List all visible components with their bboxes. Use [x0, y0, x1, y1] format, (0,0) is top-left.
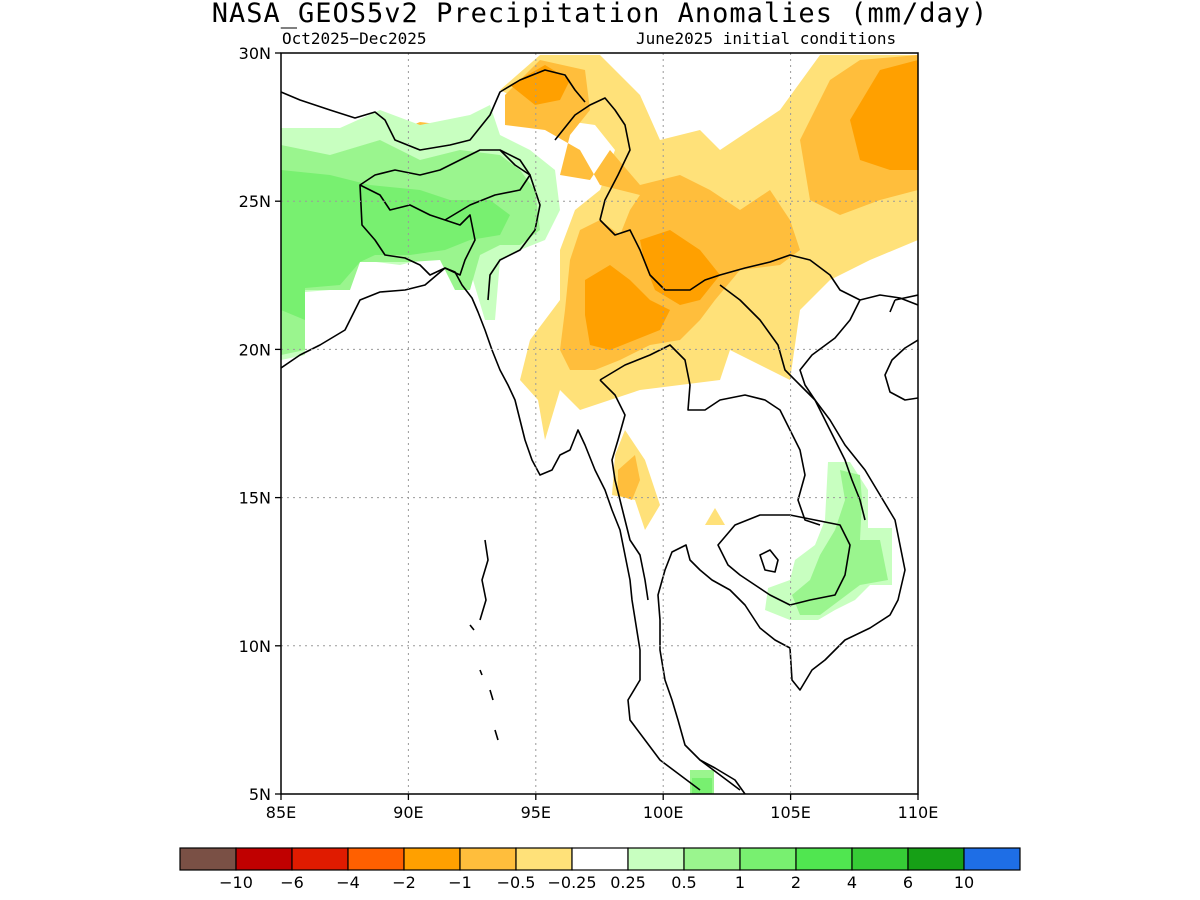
colorbar-label: 0.5 — [671, 873, 696, 892]
lat-tick-label: 30N — [239, 44, 271, 63]
colorbar-label: 0.25 — [610, 873, 646, 892]
lon-tick-label: 90E — [393, 803, 423, 822]
colorbar: −10 −6 −4 −2 −1 −0.5 −0.25 0.25 0.5 1 2 4 6 10 — [179, 847, 1021, 892]
colorbar-label: 6 — [903, 873, 913, 892]
dry-anomaly-strong-ne — [850, 60, 918, 170]
coastlines-borders — [281, 69, 918, 794]
colorbar-swatch — [179, 847, 237, 871]
anomaly-shading — [281, 55, 918, 794]
lon-tick-label: 110E — [898, 803, 939, 822]
forecast-period: Oct2025−Dec2025 — [282, 29, 427, 48]
colorbar-label: 10 — [954, 873, 974, 892]
colorbar-swatch — [291, 847, 349, 871]
colorbar-swatch — [347, 847, 405, 871]
colorbar-swatch — [515, 847, 573, 871]
border-cambodia — [717, 514, 851, 606]
colorbar-label: −0.25 — [547, 873, 596, 892]
lat-tick-label: 25N — [239, 192, 271, 211]
lat-tick-label: 15N — [239, 489, 271, 508]
border-india-myanmar — [487, 149, 541, 301]
colorbar-label: −10 — [219, 873, 253, 892]
dry-anomaly-strong-2 — [640, 230, 720, 305]
dry-anomaly-strong-n — [510, 65, 570, 105]
colorbar-label: 4 — [847, 873, 857, 892]
lon-tick-label: 100E — [643, 803, 684, 822]
dry-anomaly-strong — [585, 265, 670, 350]
border-myanmar-china — [554, 97, 631, 221]
dry-anomaly-weak-c — [705, 508, 725, 525]
dry-anomaly-moderate-s — [618, 455, 640, 500]
colorbar-label: −1 — [448, 873, 472, 892]
figure-title: NASA_GEOS5v2 Precipitation Anomalies (mm… — [211, 0, 989, 29]
border-himalaya — [281, 69, 586, 151]
colorbar-swatch — [403, 847, 461, 871]
wet-anomaly-strong — [281, 170, 510, 320]
border-ne-india — [359, 149, 531, 221]
coastline-west — [281, 267, 701, 791]
graticule — [281, 53, 918, 794]
colorbar-swatch — [851, 847, 909, 871]
coastline-malay-east — [699, 759, 741, 791]
border-myanmar-thailand — [599, 379, 649, 601]
colorbar-swatch — [459, 847, 517, 871]
colorbar-label: −2 — [392, 873, 416, 892]
map-frame — [280, 52, 919, 795]
colorbar-swatch — [739, 847, 797, 871]
colorbar-swatch — [235, 847, 293, 871]
dry-anomaly-moderate — [505, 60, 800, 370]
colorbar-swatch — [627, 847, 685, 871]
lat-tick-label: 10N — [239, 637, 271, 656]
border-bangladesh — [359, 184, 476, 276]
hainan-island — [889, 294, 918, 313]
coastline-indochina — [657, 294, 918, 794]
colorbar-label: −4 — [336, 873, 360, 892]
colorbar-label: −6 — [280, 873, 304, 892]
nicobar-islands — [479, 669, 499, 741]
colorbar-label: 1 — [735, 873, 745, 892]
lon-tick-label: 95E — [521, 803, 551, 822]
colorbar-swatch — [907, 847, 965, 871]
lat-tick-label: 20N — [239, 340, 271, 359]
lat-tick-label: 5N — [249, 785, 271, 804]
tonle-sap-lake — [759, 549, 779, 573]
colorbar-swatch — [963, 847, 1021, 871]
colorbar-swatch — [795, 847, 853, 871]
wet-anomaly-strong-my — [692, 778, 712, 794]
colorbar-swatch — [683, 847, 741, 871]
lon-tick-label: 105E — [770, 803, 811, 822]
andaman-islands — [469, 539, 489, 631]
border-china — [599, 219, 861, 301]
border-laos-vietnam — [719, 284, 866, 521]
colorbar-swatch — [571, 847, 629, 871]
lon-tick-label: 85E — [266, 803, 296, 822]
coastline-gulf-tonkin — [884, 339, 918, 401]
border-thailand-laos — [599, 344, 821, 526]
colorbar-label: −0.5 — [497, 873, 536, 892]
initial-conditions-label: June2025 initial conditions — [636, 29, 897, 48]
wet-anomaly-moderate-vn — [792, 470, 888, 615]
colorbar-label: 2 — [791, 873, 801, 892]
